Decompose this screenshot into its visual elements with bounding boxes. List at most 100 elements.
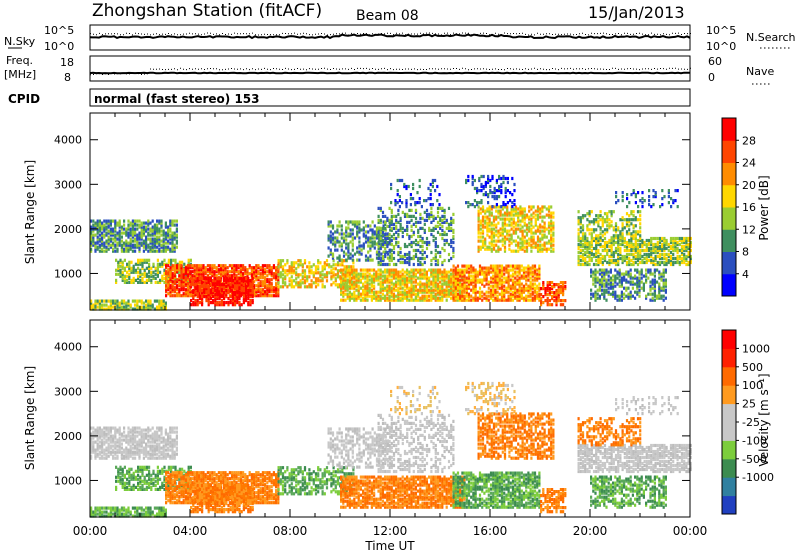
power-cell: [301, 265, 304, 269]
power-cell: [360, 244, 363, 248]
power-cell: [528, 225, 531, 229]
power-cell: [105, 241, 108, 245]
power-cell: [522, 298, 526, 302]
power-cell: [506, 231, 509, 235]
power-cell: [514, 282, 517, 286]
power-cell: [532, 245, 535, 249]
power-cell: [606, 242, 609, 247]
power-cell: [101, 305, 104, 309]
power-cell: [481, 268, 484, 272]
power-cell: [120, 247, 123, 251]
power-cell: [543, 235, 546, 239]
power-cell: [193, 264, 196, 268]
power-cell: [314, 267, 318, 271]
power-cell: [543, 233, 546, 237]
power-cell: [511, 274, 515, 278]
power-cell: [623, 238, 626, 243]
power-cell: [164, 225, 167, 229]
power-cell: [336, 283, 340, 287]
power-cell: [109, 243, 112, 247]
power-cell: [103, 235, 106, 239]
power-cell: [590, 248, 593, 253]
power-cell: [512, 249, 515, 253]
power-cell: [452, 294, 455, 298]
power-cell: [336, 240, 339, 244]
power-cell: [458, 288, 461, 292]
power-cell: [478, 264, 482, 268]
power-cell: [240, 303, 243, 307]
power-cell: [173, 223, 176, 227]
power-cell: [121, 266, 124, 270]
power-cell: [346, 278, 349, 282]
power-cell: [353, 270, 356, 274]
power-cell: [234, 301, 237, 305]
power-cell: [234, 281, 237, 285]
power-cell: [189, 292, 192, 296]
power-cell: [503, 280, 506, 284]
power-cell: [476, 296, 479, 300]
power-cell: [501, 205, 504, 209]
power-cell: [353, 292, 356, 296]
power-cell: [430, 274, 433, 278]
power-cell: [151, 303, 154, 307]
power-cell: [492, 227, 496, 231]
power-cell: [522, 270, 526, 274]
power-cell: [441, 220, 444, 224]
power-cell: [348, 280, 351, 284]
power-cell: [216, 289, 219, 293]
power-cell: [621, 242, 624, 247]
power-cell: [165, 286, 168, 290]
power-cell: [503, 237, 507, 241]
power-cell: [476, 278, 479, 282]
power-cell: [553, 299, 556, 303]
power-cell: [403, 274, 406, 278]
power-cell: [140, 227, 143, 231]
power-cell: [603, 254, 607, 259]
power-cell: [214, 285, 217, 289]
power-cell: [101, 233, 104, 237]
power-cell: [129, 231, 132, 235]
power-cell: [553, 283, 556, 287]
power-cell: [405, 184, 408, 189]
power-cell: [634, 242, 637, 247]
power-cell: [412, 292, 415, 296]
power-cell: [601, 248, 604, 253]
power-cell: [349, 220, 352, 224]
power-cell: [510, 207, 513, 211]
power-cell: [348, 272, 351, 276]
power-cell: [147, 303, 150, 307]
power-cell: [351, 244, 354, 248]
power-cell: [344, 278, 347, 282]
power-cell: [167, 264, 170, 268]
power-cell: [290, 261, 293, 265]
power-cell: [332, 275, 335, 279]
power-cell: [173, 219, 176, 223]
power-cell: [184, 272, 187, 276]
power-cell: [209, 291, 212, 295]
power-cell: [182, 274, 185, 278]
power-cell: [496, 268, 499, 272]
power-cell: [334, 248, 337, 252]
power-cell: [489, 284, 493, 288]
power-cell: [151, 237, 154, 241]
power-cell: [349, 228, 352, 232]
power-cell: [142, 245, 145, 249]
power-cell: [384, 232, 387, 237]
power-cell: [114, 223, 117, 227]
power-cell: [536, 292, 539, 296]
power-cell: [632, 262, 635, 267]
power-cell: [336, 228, 339, 232]
power-cell: [418, 201, 421, 205]
power-cell: [128, 280, 131, 284]
power-cell: [156, 258, 159, 262]
power-cell: [473, 205, 476, 209]
power-cell: [242, 301, 245, 305]
power-cell: [436, 282, 439, 286]
power-cell: [639, 260, 642, 265]
power-cell: [519, 207, 522, 211]
power-cell: [418, 197, 421, 201]
power-cell: [592, 238, 596, 243]
power-cell: [171, 237, 174, 241]
power-cell: [178, 288, 181, 292]
power-cell: [340, 286, 343, 290]
